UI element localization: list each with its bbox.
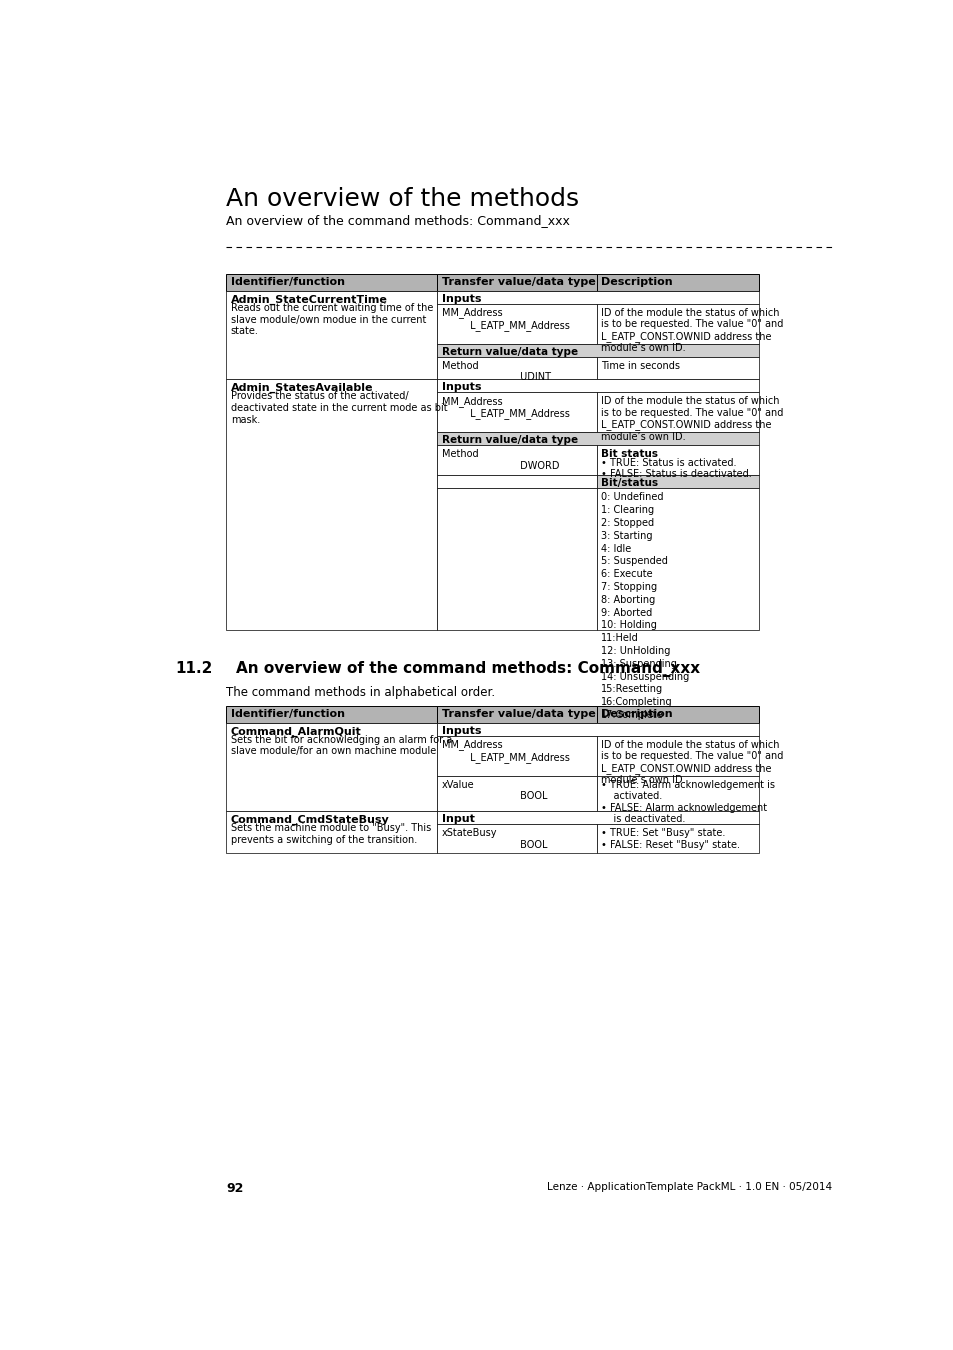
Bar xyxy=(436,776,596,811)
Bar xyxy=(596,356,758,379)
Text: MM_Address
         L_EATP_MM_Address: MM_Address L_EATP_MM_Address xyxy=(441,308,569,331)
Bar xyxy=(226,290,436,379)
Text: Identifier/function: Identifier/function xyxy=(231,277,344,286)
Bar xyxy=(436,379,758,393)
Bar xyxy=(596,446,758,475)
Text: Inputs: Inputs xyxy=(441,294,480,304)
Text: ID of the module the status of which
is to be requested. The value "0" and
L_EAT: ID of the module the status of which is … xyxy=(600,308,782,354)
Bar xyxy=(596,776,758,811)
Bar xyxy=(436,825,596,853)
Text: Input: Input xyxy=(441,814,474,825)
Bar xyxy=(226,811,436,853)
Bar xyxy=(436,274,596,290)
Bar xyxy=(226,722,436,811)
Bar xyxy=(436,475,596,487)
Text: • TRUE: Set "Busy" state.
• FALSE: Reset "Busy" state.: • TRUE: Set "Busy" state. • FALSE: Reset… xyxy=(600,828,740,849)
Text: MM_Address
         L_EATP_MM_Address: MM_Address L_EATP_MM_Address xyxy=(441,396,569,420)
Bar xyxy=(436,736,596,776)
Text: Return value/data type: Return value/data type xyxy=(441,347,578,356)
Text: Command_CmdStateBusy: Command_CmdStateBusy xyxy=(231,815,389,825)
Bar xyxy=(436,432,758,446)
Text: Sets the machine module to "Busy". This
prevents a switching of the transition.: Sets the machine module to "Busy". This … xyxy=(231,824,431,845)
Text: An overview of the command methods: Command_xxx: An overview of the command methods: Comm… xyxy=(226,215,570,227)
Text: MM_Address
         L_EATP_MM_Address: MM_Address L_EATP_MM_Address xyxy=(441,740,569,763)
Text: Inputs: Inputs xyxy=(441,382,480,393)
Text: An overview of the methods: An overview of the methods xyxy=(226,186,578,211)
Text: Admin_StatesAvailable: Admin_StatesAvailable xyxy=(231,383,373,393)
Bar xyxy=(596,487,758,630)
Text: Transfer value/data type: Transfer value/data type xyxy=(441,709,595,718)
Bar xyxy=(226,379,436,630)
Text: Admin_StateCurrentTime: Admin_StateCurrentTime xyxy=(231,294,387,305)
Bar xyxy=(436,722,758,736)
Text: Method
                         DWORD: Method DWORD xyxy=(441,450,558,471)
Text: 11.2: 11.2 xyxy=(174,662,213,676)
Text: xStateBusy
                         BOOL: xStateBusy BOOL xyxy=(441,828,547,849)
Bar xyxy=(596,825,758,853)
Text: Return value/data type: Return value/data type xyxy=(441,435,578,446)
Text: Lenze · ApplicationTemplate PackML · 1.0 EN · 05/2014: Lenze · ApplicationTemplate PackML · 1.0… xyxy=(547,1183,831,1192)
Text: ID of the module the status of which
is to be requested. The value "0" and
L_EAT: ID of the module the status of which is … xyxy=(600,396,782,441)
Bar xyxy=(596,274,758,290)
Text: Bit status: Bit status xyxy=(600,450,658,459)
Text: The command methods in alphabetical order.: The command methods in alphabetical orde… xyxy=(226,686,495,698)
Bar xyxy=(436,393,596,432)
Text: Reads out the current waiting time of the
slave module/own modue in the current
: Reads out the current waiting time of th… xyxy=(231,302,433,336)
Bar xyxy=(436,356,596,379)
Text: Command_AlarmQuit: Command_AlarmQuit xyxy=(231,726,361,737)
Bar xyxy=(596,393,758,432)
Bar xyxy=(596,706,758,722)
Bar xyxy=(226,274,436,290)
Bar xyxy=(436,344,758,356)
Text: An overview of the command methods: Command_xxx: An overview of the command methods: Comm… xyxy=(235,662,699,676)
Text: Description: Description xyxy=(600,277,672,286)
Text: • TRUE: Status is activated.
• FALSE: Status is deactivated.: • TRUE: Status is activated. • FALSE: St… xyxy=(600,458,751,479)
Bar xyxy=(596,304,758,344)
Bar xyxy=(436,446,596,475)
Text: Time in seconds: Time in seconds xyxy=(600,360,679,371)
Text: Sets the bit for acknowledging an alarm for a
slave module/for an own machine mo: Sets the bit for acknowledging an alarm … xyxy=(231,734,452,756)
Text: • TRUE: Alarm acknowledgement is
    activated.
• FALSE: Alarm acknowledgement
 : • TRUE: Alarm acknowledgement is activat… xyxy=(600,779,775,825)
Bar xyxy=(596,736,758,776)
Text: Inputs: Inputs xyxy=(441,726,480,736)
Text: ID of the module the status of which
is to be requested. The value "0" and
L_EAT: ID of the module the status of which is … xyxy=(600,740,782,786)
Text: Method
                         UDINT: Method UDINT xyxy=(441,360,550,382)
Bar xyxy=(596,475,758,487)
Text: Transfer value/data type: Transfer value/data type xyxy=(441,277,595,286)
Bar xyxy=(436,706,596,722)
Text: xValue
                         BOOL: xValue BOOL xyxy=(441,779,547,801)
Bar xyxy=(436,811,758,825)
Bar xyxy=(226,706,436,722)
Text: 0: Undefined
1: Clearing
2: Stopped
3: Starting
4: Idle
5: Suspended
6: Execute
: 0: Undefined 1: Clearing 2: Stopped 3: S… xyxy=(600,493,689,720)
Bar xyxy=(436,304,596,344)
Text: 92: 92 xyxy=(226,1183,243,1195)
Bar xyxy=(436,487,596,630)
Text: Identifier/function: Identifier/function xyxy=(231,709,344,718)
Text: Provides the status of the activated/
deactivated state in the current mode as b: Provides the status of the activated/ de… xyxy=(231,392,447,425)
Bar xyxy=(436,290,758,304)
Text: Description: Description xyxy=(600,709,672,718)
Text: Bit/status: Bit/status xyxy=(600,478,658,487)
